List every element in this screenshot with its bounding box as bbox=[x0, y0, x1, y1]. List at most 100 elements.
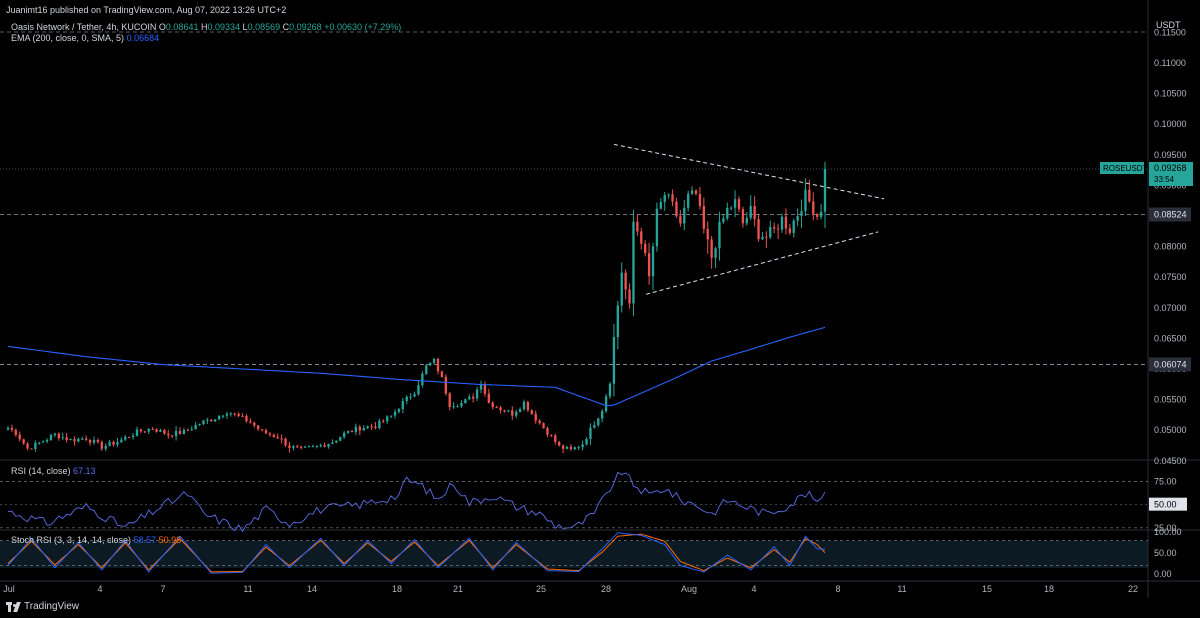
candle-body bbox=[53, 433, 57, 436]
candle-body bbox=[722, 218, 725, 222]
candle-body bbox=[534, 413, 537, 421]
candle-body bbox=[159, 429, 162, 432]
candle-body bbox=[464, 399, 467, 404]
candle-body bbox=[174, 430, 178, 437]
stoch-legend: Stoch RSI (3, 3, 14, 14, close) 58.57 50… bbox=[11, 535, 181, 545]
candle-body bbox=[65, 437, 68, 441]
candle-body bbox=[264, 430, 268, 434]
candle-body bbox=[526, 401, 530, 411]
candle-body bbox=[808, 189, 811, 202]
candle-body bbox=[210, 419, 213, 422]
candle-body bbox=[604, 396, 608, 412]
symbol-tag-text: ROSEUSDT bbox=[1103, 164, 1148, 173]
candle-body bbox=[436, 358, 440, 372]
candle-body bbox=[503, 410, 506, 412]
candle-body bbox=[636, 221, 639, 232]
candle-body bbox=[561, 445, 565, 449]
candle-body bbox=[378, 420, 381, 429]
candle-body bbox=[116, 442, 119, 445]
candle-body bbox=[389, 415, 393, 417]
candle-body bbox=[147, 428, 150, 432]
stoch-band-fill bbox=[0, 541, 1148, 568]
candle-body bbox=[694, 190, 698, 194]
candle-body bbox=[57, 433, 60, 439]
symbol-legend: Oasis Network / Tether, 4h, KUCOIN O0.08… bbox=[11, 22, 401, 32]
candle-body bbox=[601, 411, 604, 419]
tradingview-logo[interactable]: TradingView bbox=[6, 601, 79, 612]
candle-body bbox=[612, 337, 616, 384]
time-label-15: 22 bbox=[1128, 584, 1138, 594]
candle-body bbox=[569, 446, 573, 450]
price-tick-7: 0.08000 bbox=[1154, 242, 1187, 252]
candle-body bbox=[472, 396, 475, 399]
candle-body bbox=[440, 371, 444, 377]
candle-body bbox=[448, 393, 451, 408]
level-tag-text-0: 0.08524 bbox=[1154, 210, 1187, 220]
rsi-value: 67.13 bbox=[73, 466, 96, 476]
candle-body bbox=[816, 213, 819, 217]
candle-body bbox=[511, 410, 514, 416]
candle-body bbox=[92, 439, 96, 443]
publisher-line: Juanimt16 published on TradingView.com, … bbox=[6, 5, 286, 15]
candle-body bbox=[253, 422, 256, 426]
candle-body bbox=[88, 439, 92, 443]
candle-body bbox=[241, 415, 244, 417]
candle-body bbox=[346, 431, 350, 433]
price-tick-4: 0.09500 bbox=[1154, 150, 1187, 160]
symbol-name: Oasis Network / Tether, 4h, KUCOIN bbox=[11, 22, 157, 32]
ema-legend: EMA (200, close, 0, SMA, 5) 0.06684 bbox=[11, 33, 159, 43]
candle-body bbox=[761, 236, 764, 240]
candle-body bbox=[405, 396, 408, 402]
candle-body bbox=[444, 376, 447, 394]
candle-body bbox=[417, 385, 420, 395]
time-label-4: 14 bbox=[307, 584, 317, 594]
candle-body bbox=[581, 444, 584, 448]
price-axis-currency: USDT bbox=[1156, 20, 1181, 30]
open-value: 0.08641 bbox=[165, 22, 199, 32]
candle-body bbox=[429, 362, 432, 366]
candle-body bbox=[659, 201, 662, 209]
candle-body bbox=[589, 427, 592, 440]
last-price-tag-bg bbox=[1149, 161, 1193, 186]
time-label-2: 7 bbox=[160, 584, 165, 594]
candle-body bbox=[167, 433, 170, 436]
candle-body bbox=[276, 436, 279, 439]
price-tick-9: 0.07000 bbox=[1154, 303, 1187, 313]
candle-body bbox=[651, 246, 655, 277]
candle-body bbox=[690, 190, 694, 194]
candle-body bbox=[558, 442, 561, 446]
candle-body bbox=[296, 446, 299, 448]
candle-body bbox=[194, 425, 197, 430]
time-label-9: Aug bbox=[681, 584, 697, 594]
price-tick-12: 0.05500 bbox=[1154, 395, 1187, 405]
time-label-1: 4 bbox=[97, 584, 102, 594]
candle-body bbox=[409, 396, 412, 398]
candle-body bbox=[565, 446, 569, 449]
candle-body bbox=[81, 438, 84, 440]
time-label-11: 8 bbox=[835, 584, 840, 594]
candle-body bbox=[819, 211, 823, 217]
candle-body bbox=[585, 439, 588, 445]
candle-body bbox=[706, 228, 709, 240]
candle-body bbox=[507, 410, 510, 412]
time-axis: Jul 4 7 11 14 18 21 25 28 Aug 4 8 11 15 18 22 bbox=[3, 584, 1138, 594]
candle-body bbox=[182, 429, 186, 435]
candle-body bbox=[401, 401, 404, 410]
candle-body bbox=[710, 239, 713, 258]
price-tick-8: 0.07500 bbox=[1154, 272, 1187, 282]
candle-body bbox=[386, 416, 389, 422]
candle-body bbox=[804, 189, 807, 212]
candle-body bbox=[135, 429, 139, 436]
candle-body bbox=[483, 384, 487, 394]
candle-body bbox=[432, 358, 436, 363]
candle-body bbox=[749, 205, 752, 218]
candle-body bbox=[245, 416, 248, 422]
candle-body bbox=[143, 431, 146, 433]
candle-body bbox=[667, 194, 670, 196]
candle-body bbox=[698, 193, 702, 207]
rsi-label: RSI (14, close) bbox=[11, 466, 71, 476]
candle-body bbox=[374, 426, 377, 429]
candle-body bbox=[260, 429, 264, 431]
